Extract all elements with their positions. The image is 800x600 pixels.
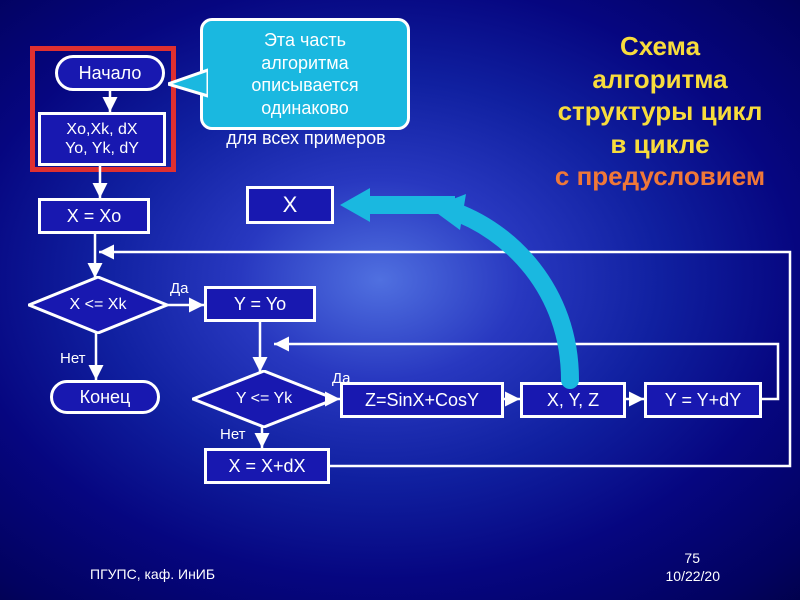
cyan-arrow-curved bbox=[430, 190, 590, 390]
callout-subtext: для всех примеров bbox=[196, 128, 416, 149]
title-line: Схема bbox=[540, 30, 780, 63]
title-line: с предусловием bbox=[540, 160, 780, 193]
title-line: структуры цикл bbox=[540, 95, 780, 128]
data-line: Xo,Xk, dX bbox=[66, 120, 137, 139]
node-x-xo: X = Xo bbox=[38, 198, 150, 234]
node-start: Начало bbox=[55, 55, 165, 91]
edge-label-net: Нет bbox=[220, 426, 246, 443]
callout-line: описывается bbox=[217, 74, 393, 97]
footer-left: ПГУПС, каф. ИнИБ bbox=[90, 566, 215, 582]
node-end: Конец bbox=[50, 380, 160, 414]
node-x-display: X bbox=[246, 186, 334, 224]
node-decision-y: Y <= Yk bbox=[192, 370, 336, 428]
title-line: алгоритма bbox=[540, 63, 780, 96]
node-x-inc: X = X+dX bbox=[204, 448, 330, 484]
callout-bubble: Эта часть алгоритма описывается одинаков… bbox=[200, 18, 410, 130]
title-line: в цикле bbox=[540, 128, 780, 161]
node-data-in: Xo,Xk, dX Yo, Yk, dY bbox=[38, 112, 166, 166]
callout-line: Эта часть bbox=[217, 29, 393, 52]
edge-label-net: Нет bbox=[60, 350, 86, 367]
edge-label-da: Да bbox=[170, 280, 189, 297]
callout-line: одинаково bbox=[217, 97, 393, 120]
footer-date: 10/22/20 bbox=[666, 568, 721, 584]
node-decision-x: X <= Xk bbox=[28, 276, 168, 334]
footer-page-number: 75 bbox=[684, 550, 700, 566]
decision-label: X <= Xk bbox=[70, 296, 127, 314]
callout-tail bbox=[168, 60, 208, 110]
callout-line: алгоритма bbox=[217, 52, 393, 75]
node-y-inc: Y = Y+dY bbox=[644, 382, 762, 418]
slide-title: Схема алгоритма структуры цикл в цикле с… bbox=[540, 30, 780, 193]
node-y-yo: Y = Yo bbox=[204, 286, 316, 322]
edge-label-da: Да bbox=[332, 370, 351, 387]
data-line: Yo, Yk, dY bbox=[65, 139, 139, 158]
decision-label: Y <= Yk bbox=[236, 390, 292, 408]
